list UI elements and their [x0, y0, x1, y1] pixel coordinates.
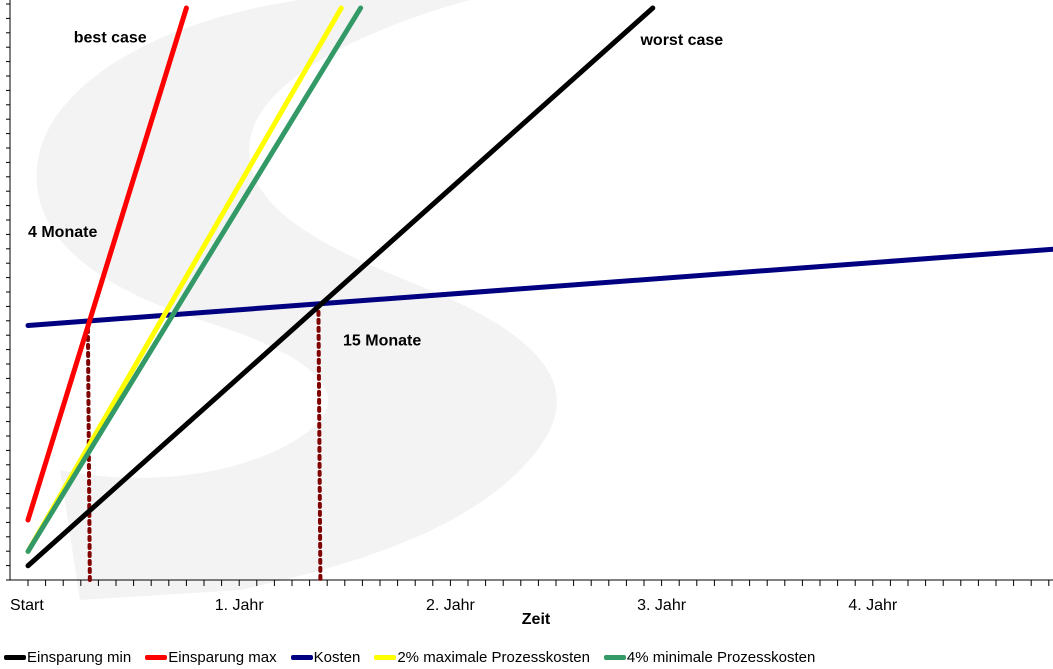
- series-line: [25, 5, 189, 523]
- series-line: [25, 5, 364, 554]
- series-lines: [25, 5, 1053, 569]
- series-line: [25, 5, 656, 569]
- legend-item: Einsparung min: [4, 649, 131, 666]
- watermark-logo: [36, 0, 557, 600]
- x-tick-label: Start: [10, 597, 44, 614]
- legend-swatch: [290, 654, 313, 660]
- legend-label: Einsparung max: [168, 648, 277, 666]
- legend: Einsparung min Einsparung max Kosten 2% max…: [0, 646, 1053, 668]
- x-tick-label: 1. Jahr: [215, 597, 265, 614]
- legend-swatch: [145, 654, 168, 660]
- legend-label: Kosten: [313, 648, 361, 666]
- annotation: 4 Monate: [28, 224, 97, 241]
- legend-item: Einsparung max: [145, 648, 277, 666]
- legend-item: Kosten: [290, 648, 361, 666]
- legend-swatch: [4, 654, 26, 660]
- axes: Start 1. Jahr 2. Jahr 3. Jahr 4. Jahr: [6, 0, 1053, 614]
- legend-label: 2% maximale Prozesskosten: [397, 648, 590, 666]
- legend-label: Einsparung min: [27, 648, 132, 666]
- x-tick-label: 4. Jahr: [848, 597, 898, 614]
- x-tick-label: 3. Jahr: [637, 597, 687, 614]
- legend-item: 4% minimale Prozesskosten: [603, 648, 816, 666]
- x-tick-label: 2. Jahr: [426, 597, 476, 614]
- legend-swatch: [374, 654, 397, 660]
- legend-item: 2% maximale Prozesskosten: [374, 649, 590, 666]
- x-axis-title: Zeit: [522, 611, 551, 628]
- break-even-marker: [316, 301, 323, 582]
- annotations: best case worst case 4 Monate 15 Monate: [28, 29, 723, 349]
- legend-label: 4% minimale Prozesskosten: [626, 648, 816, 666]
- annotation: 15 Monate: [343, 332, 421, 349]
- legend-swatch: [603, 654, 626, 660]
- series-line: [25, 5, 344, 554]
- series-line: [25, 246, 1053, 328]
- annotation: best case: [74, 29, 147, 46]
- annotation: worst case: [639, 32, 723, 49]
